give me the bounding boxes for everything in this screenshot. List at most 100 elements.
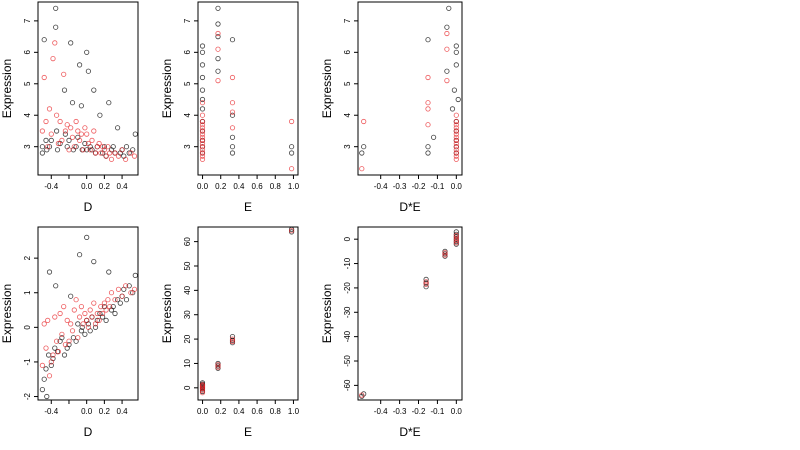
- data-point-black: [97, 310, 103, 317]
- data-point-red: [53, 112, 60, 118]
- data-point-red: [453, 112, 459, 118]
- data-point-black: [77, 62, 83, 68]
- y-tick-label: 10: [183, 358, 192, 367]
- data-point-red: [229, 338, 236, 345]
- data-point-black: [84, 234, 90, 240]
- data-point-red: [98, 150, 104, 156]
- data-point-black: [84, 147, 90, 153]
- data-point-red: [77, 314, 83, 320]
- data-point-red: [64, 317, 70, 323]
- data-point-red: [444, 46, 450, 52]
- y-tick-label: 60: [183, 237, 192, 246]
- data-point-black: [78, 103, 85, 109]
- data-point-red: [43, 118, 49, 125]
- data-point-red: [123, 156, 129, 162]
- data-point-black: [199, 62, 206, 68]
- data-point-red: [115, 286, 122, 292]
- data-point-red: [62, 128, 69, 134]
- y-tick-label: 30: [183, 310, 192, 319]
- data-point-red: [453, 232, 459, 239]
- data-point-black: [59, 335, 65, 341]
- y-tick-label: 5: [343, 81, 352, 86]
- y-tick-label: 3: [183, 144, 192, 149]
- y-tick-label: -30: [343, 306, 352, 318]
- data-point-red: [453, 156, 459, 162]
- x-axis-label: D: [84, 425, 93, 439]
- data-point-red: [59, 331, 65, 337]
- data-point-red: [55, 140, 62, 147]
- data-point-red: [92, 321, 99, 327]
- data-point-red: [77, 137, 83, 143]
- y-tick-label: 6: [23, 50, 32, 55]
- data-point-red: [68, 125, 74, 131]
- y-tick-label: 2: [23, 255, 32, 260]
- data-point-black: [66, 137, 72, 143]
- data-point-red: [57, 118, 63, 125]
- data-point-black: [53, 128, 60, 134]
- data-point-red: [55, 348, 62, 355]
- data-point-red: [71, 307, 77, 313]
- y-tick-label: 3: [343, 144, 352, 149]
- data-point-red: [215, 78, 221, 84]
- y-tick-label: 50: [183, 261, 192, 270]
- data-point-red: [69, 328, 76, 334]
- data-point-black: [453, 49, 459, 55]
- x-tick-label: 0.2: [215, 407, 227, 416]
- data-point-black: [46, 269, 53, 275]
- x-tick-label: 0.0: [451, 182, 463, 191]
- data-point-red: [453, 140, 459, 147]
- data-point-black: [229, 333, 236, 340]
- data-point-red: [61, 71, 67, 77]
- data-point-red: [43, 345, 49, 351]
- x-tick-label: 0.0: [451, 407, 463, 416]
- data-point-red: [78, 131, 85, 137]
- data-point-red: [82, 310, 88, 317]
- data-point-black: [41, 376, 47, 382]
- data-point-red: [425, 100, 431, 106]
- x-axis-label: E: [244, 425, 252, 439]
- data-point-red: [92, 150, 99, 156]
- x-axis-label: E: [244, 200, 252, 214]
- data-point-red: [105, 144, 111, 150]
- data-point-red: [75, 128, 81, 134]
- y-tick-label: 6: [183, 50, 192, 55]
- data-point-red: [61, 303, 67, 310]
- y-tick-label: 4: [343, 112, 352, 117]
- data-point-black: [115, 125, 121, 131]
- data-point-black: [91, 258, 97, 265]
- data-point-black: [117, 300, 123, 306]
- data-point-red: [69, 134, 76, 140]
- y-axis-label: Expression: [160, 59, 174, 118]
- data-point-black: [53, 24, 59, 30]
- data-point-black: [68, 40, 74, 46]
- data-point-red: [75, 335, 81, 341]
- data-point-black: [126, 283, 132, 289]
- data-point-red: [199, 131, 206, 137]
- data-point-black: [199, 106, 206, 112]
- x-tick-label: 0.2: [99, 407, 111, 416]
- data-point-black: [45, 352, 52, 358]
- data-point-black: [61, 87, 68, 93]
- data-point-black: [54, 147, 61, 153]
- data-point-red: [199, 125, 206, 131]
- data-point-red: [215, 364, 221, 370]
- data-point-red: [48, 131, 54, 137]
- data-point-black: [43, 366, 49, 372]
- x-tick-label: -0.2: [412, 407, 426, 416]
- y-axis-label: Expression: [0, 284, 14, 343]
- data-point-red: [453, 125, 459, 131]
- plot-frame: [197, 226, 299, 401]
- y-axis-label: Expression: [0, 59, 14, 118]
- data-point-red: [199, 134, 206, 140]
- data-point-red: [442, 252, 448, 258]
- data-point-red: [59, 137, 65, 143]
- data-point-black: [288, 150, 295, 156]
- data-point-black: [73, 144, 79, 150]
- y-axis-label: Expression: [160, 284, 174, 343]
- data-point-red: [80, 147, 86, 153]
- x-axis-label: D*E: [399, 425, 420, 439]
- data-point-red: [46, 106, 53, 112]
- data-point-red: [453, 150, 459, 156]
- data-point-black: [359, 150, 365, 156]
- data-point-black: [423, 276, 429, 282]
